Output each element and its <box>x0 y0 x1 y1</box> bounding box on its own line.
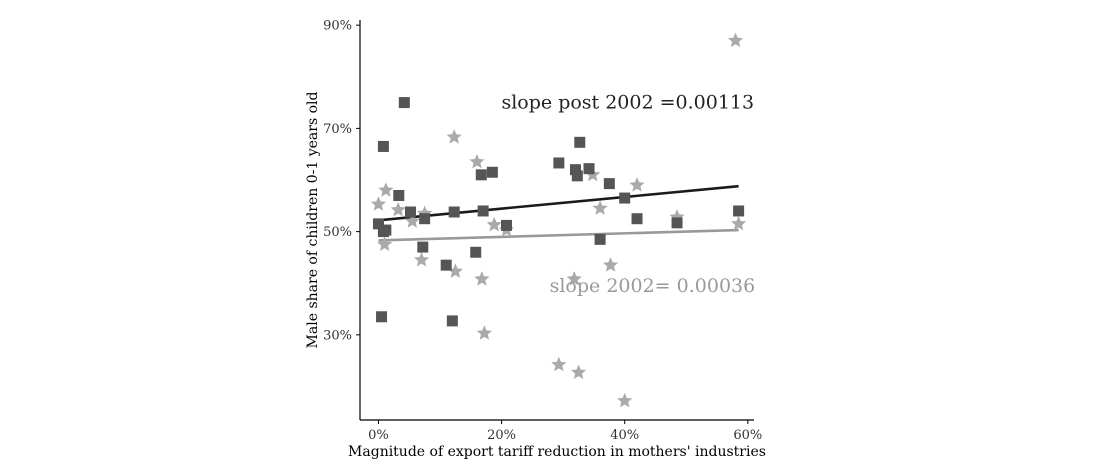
square-point <box>574 136 586 148</box>
square-point <box>448 206 460 218</box>
x-tick-label: 60% <box>733 428 762 443</box>
square-point <box>594 233 606 245</box>
square-point <box>446 315 458 327</box>
square-point <box>631 213 643 225</box>
square-point <box>417 241 429 253</box>
annotations-layer: slope post 2002 =0.00113 slope 2002= 0.00… <box>501 92 755 297</box>
square-point <box>393 189 405 201</box>
star-point <box>617 392 633 408</box>
star-point <box>404 213 420 228</box>
x-tick-label: 40% <box>610 428 639 443</box>
star-point <box>566 271 582 286</box>
y-tick-label: 30% <box>323 328 352 343</box>
star-point <box>551 356 567 372</box>
star-point <box>602 257 619 272</box>
star-point <box>629 177 645 192</box>
slope-2002-annotation: slope 2002= 0.00036 <box>550 275 756 297</box>
star-point <box>469 153 485 169</box>
square-point <box>486 166 498 178</box>
y-tick-label: 50% <box>323 225 352 240</box>
points-layer <box>370 32 747 408</box>
fit-lines-layer <box>378 184 739 242</box>
y-tick-label: 90% <box>323 19 352 34</box>
star-point <box>727 32 744 48</box>
star-point <box>370 196 387 211</box>
star-point <box>446 129 462 144</box>
square-point <box>376 311 388 323</box>
square-point <box>501 219 513 231</box>
square-point <box>470 246 482 258</box>
square-point <box>583 163 595 175</box>
star-point <box>390 201 406 217</box>
fit-line-post-2002 <box>378 184 739 222</box>
star-point <box>413 252 430 267</box>
square-point <box>377 140 389 152</box>
square-point <box>372 218 384 230</box>
square-point <box>404 206 416 218</box>
y-axis-title: Male share of children 0-1 years old <box>305 92 321 349</box>
square-point <box>571 170 583 182</box>
star-point <box>447 263 464 278</box>
slope-post-2002-annotation: slope post 2002 =0.00113 <box>501 92 754 114</box>
square-point <box>671 217 683 229</box>
star-point <box>377 236 393 251</box>
square-point <box>569 164 581 176</box>
square-point <box>380 224 392 236</box>
x-tick-label: 0% <box>368 428 389 443</box>
x-tick-label: 20% <box>487 428 516 443</box>
star-point <box>378 182 394 197</box>
square-point <box>603 178 615 190</box>
square-point <box>475 169 487 181</box>
fit-line-2002 <box>378 228 739 242</box>
star-point <box>474 271 490 286</box>
y-tick-label: 70% <box>323 122 352 137</box>
star-point <box>570 364 587 379</box>
square-point <box>440 259 452 271</box>
square-point <box>619 192 631 204</box>
star-point <box>486 216 502 232</box>
star-point <box>592 200 608 215</box>
star-point <box>476 325 492 340</box>
ticks-layer: 0% 20% 40% 60% 30% 50% 70% 90% <box>323 19 762 443</box>
square-point <box>419 213 431 225</box>
square-point <box>398 97 410 109</box>
square-point <box>553 157 565 169</box>
square-point <box>733 205 745 217</box>
star-point <box>731 215 747 231</box>
square-point <box>477 205 489 217</box>
x-axis-title: Magnitude of export tariff reduction in … <box>348 444 766 460</box>
